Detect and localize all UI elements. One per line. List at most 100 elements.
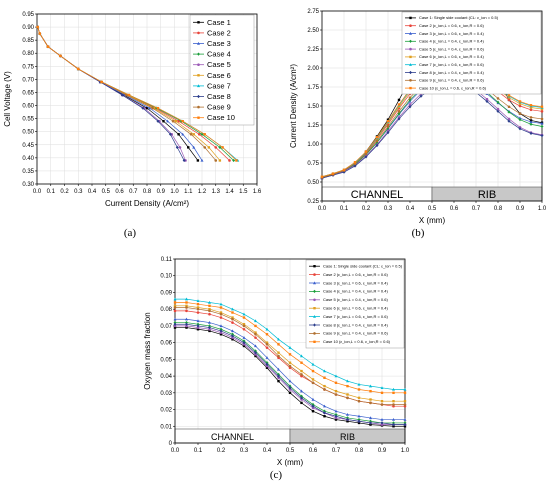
data-point [254,354,257,358]
data-point [185,322,188,326]
legend-marker [197,41,200,45]
data-point [507,94,511,97]
data-point [311,410,315,413]
data-point [403,403,407,406]
data-point [311,378,315,381]
data-point [364,150,368,153]
data-point [288,364,292,368]
data-point [265,362,269,366]
data-point [403,417,407,421]
x-tick-label: 1.0 [538,206,547,212]
data-point [192,145,196,149]
x-tick-label: 0.0 [171,448,180,454]
data-point [518,102,522,105]
data-point [507,98,511,102]
data-point [214,159,218,162]
data-point [403,387,407,391]
y-axis-label: Oxygen mass fraction [143,312,152,389]
data-point [162,120,165,123]
data-point [288,386,292,390]
data-point [173,297,177,301]
data-point [242,339,246,343]
data-point [218,145,222,149]
data-point [46,45,50,48]
x-tick-label: 1.3 [212,189,221,195]
data-point [182,158,186,163]
data-point [265,333,269,336]
x-tick-label: 0.2 [60,189,69,195]
data-point [403,421,407,425]
panel-label-c: (c) [270,469,283,481]
data-point [346,393,349,396]
x-tick-label: 0.8 [143,189,152,195]
data-point [277,351,280,354]
data-point [231,332,234,336]
data-point [181,132,185,136]
legend-marker [197,94,200,99]
data-point [208,329,211,333]
data-point [219,312,223,316]
x-tick-label: 0.8 [494,206,503,212]
data-point [208,309,211,313]
data-point [540,134,544,138]
legend-marker [197,105,200,109]
x-tick-label: 0.2 [362,206,371,212]
data-point [540,105,544,108]
data-point [196,328,200,331]
data-point [173,324,177,328]
x-tick-label: 0.1 [47,189,56,195]
data-point [203,146,207,149]
data-point [219,316,223,319]
x-tick-label: 0.5 [102,189,111,195]
x-tick-label: 0.9 [516,206,525,212]
x-tick-label: 0.0 [33,189,42,195]
legend-entry: Case 9 (ε_ion,L = 0.4, ε_ion,R = 0.6) [323,331,388,336]
y-tick-label: 0.30 [22,182,34,188]
data-point [346,416,349,420]
data-point [364,152,368,156]
legend-entry: Case 10 (ε_ion,L = 0.6, ε_ion,R = 0.6) [323,339,391,344]
legend-entry: Case 5 [207,60,231,69]
data-point [152,106,156,110]
data-point [231,316,234,319]
y-tick-label: 0.25 [307,199,319,205]
data-point [369,398,372,401]
data-point [231,311,234,314]
data-point [288,391,292,395]
data-point [148,106,152,110]
data-point [507,117,511,121]
data-point [185,297,188,301]
data-point [100,80,103,84]
data-point [208,327,211,331]
data-point [397,103,401,106]
data-point [173,320,177,325]
data-point [235,159,238,162]
data-point [265,327,269,331]
data-point [166,119,170,123]
data-point [219,324,223,328]
legend-marker [409,39,412,43]
data-point [171,119,175,123]
data-point [357,414,361,418]
data-point [173,309,177,313]
data-point [242,324,246,328]
x-tick-label: 0.5 [286,448,295,454]
data-point [300,396,303,400]
data-point [369,389,372,393]
data-point [386,125,390,128]
data-point [265,366,269,369]
data-point [231,334,234,338]
data-point [485,97,489,101]
series-9 [173,306,407,406]
x-tick-label: 0.1 [194,448,203,454]
data-point [346,379,349,383]
data-point [219,311,223,314]
data-point [323,376,326,379]
legend-marker [197,74,200,77]
data-point [408,103,412,106]
data-point [196,302,200,306]
legend-entry: Case 4 [207,50,231,59]
x-tick-label: 1.0 [170,189,179,195]
